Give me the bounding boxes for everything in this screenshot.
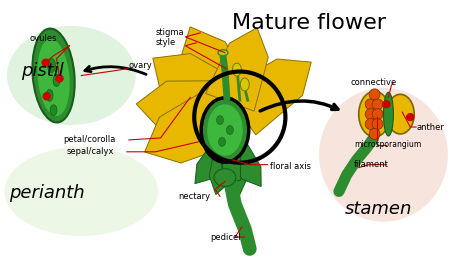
Polygon shape (206, 28, 268, 111)
Text: filament: filament (354, 160, 389, 169)
Bar (222, 105, 240, 180)
Text: anther: anther (416, 122, 444, 132)
Ellipse shape (4, 147, 158, 236)
Text: connective: connective (351, 78, 397, 87)
Ellipse shape (359, 91, 391, 137)
Text: pistil: pistil (21, 62, 63, 80)
Circle shape (372, 99, 383, 110)
Circle shape (372, 109, 383, 120)
Circle shape (369, 89, 380, 100)
Circle shape (365, 109, 376, 120)
Polygon shape (153, 54, 248, 138)
Ellipse shape (216, 116, 224, 125)
Ellipse shape (319, 88, 448, 222)
Text: floral axis: floral axis (270, 162, 310, 171)
Text: sepal/calyx: sepal/calyx (67, 147, 114, 156)
Circle shape (42, 59, 49, 66)
Ellipse shape (32, 29, 75, 122)
Circle shape (365, 119, 376, 129)
Text: stigma: stigma (156, 28, 184, 37)
Ellipse shape (48, 59, 55, 73)
Circle shape (365, 99, 376, 110)
Polygon shape (136, 81, 233, 144)
Polygon shape (179, 27, 259, 126)
Ellipse shape (387, 94, 414, 134)
Circle shape (56, 75, 63, 82)
Polygon shape (144, 83, 243, 163)
Text: perianth: perianth (9, 184, 85, 202)
Polygon shape (216, 139, 248, 196)
Circle shape (369, 128, 380, 139)
Ellipse shape (37, 39, 70, 116)
Ellipse shape (7, 26, 136, 125)
Text: style: style (156, 38, 176, 47)
Text: nectary: nectary (178, 192, 211, 201)
Ellipse shape (53, 75, 60, 86)
Ellipse shape (201, 98, 249, 162)
Polygon shape (219, 134, 261, 186)
Ellipse shape (232, 63, 241, 76)
Polygon shape (195, 133, 241, 184)
Ellipse shape (383, 92, 393, 136)
Text: stamen: stamen (345, 200, 413, 218)
Ellipse shape (240, 78, 249, 91)
Polygon shape (224, 59, 311, 135)
Polygon shape (209, 138, 243, 194)
Text: petal/corolla: petal/corolla (63, 135, 116, 144)
Ellipse shape (46, 89, 53, 101)
Text: Mature flower: Mature flower (232, 13, 386, 33)
Ellipse shape (218, 50, 228, 56)
Circle shape (383, 101, 390, 108)
Text: ovary: ovary (129, 61, 153, 70)
Circle shape (407, 114, 414, 121)
Circle shape (372, 119, 383, 129)
Text: pedicel: pedicel (210, 232, 241, 242)
Ellipse shape (207, 104, 243, 156)
Ellipse shape (219, 138, 225, 146)
Text: ovules: ovules (30, 34, 57, 43)
Text: microsporangium: microsporangium (354, 140, 421, 149)
Ellipse shape (50, 105, 57, 116)
Ellipse shape (214, 169, 236, 186)
Ellipse shape (226, 126, 234, 134)
Circle shape (43, 93, 50, 100)
